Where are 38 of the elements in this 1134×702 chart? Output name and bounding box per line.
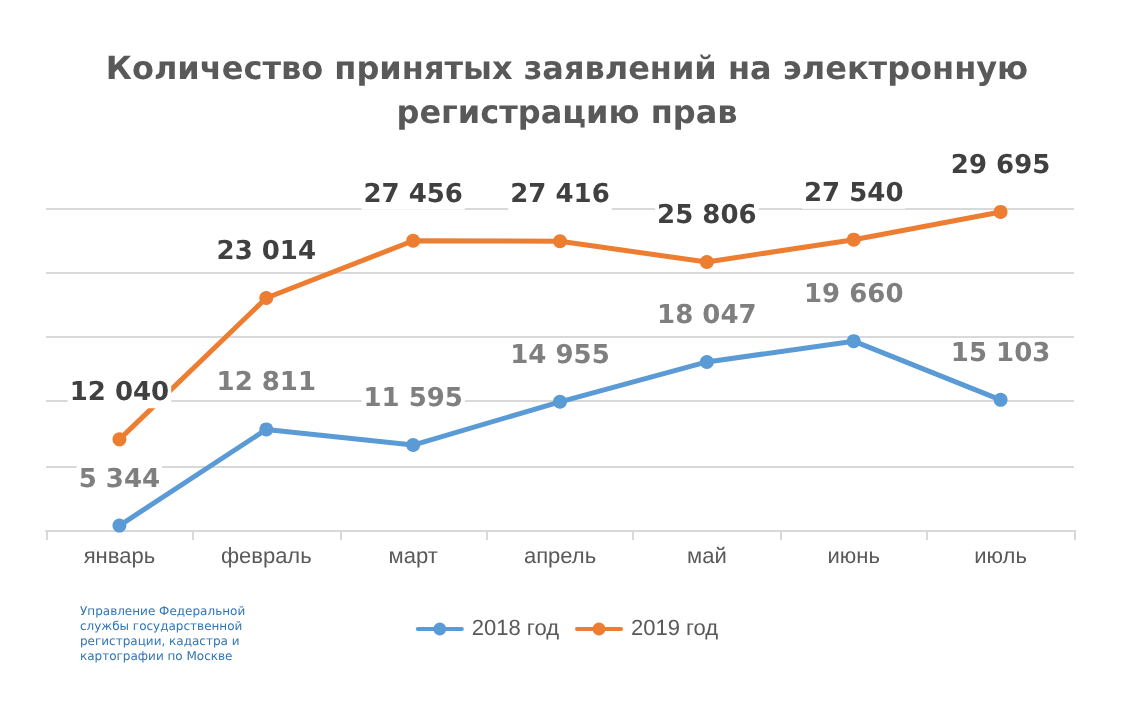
point <box>699 354 714 369</box>
point <box>993 204 1008 219</box>
data-label: 25 806 <box>657 201 757 232</box>
data-label: 23 014 <box>216 236 317 267</box>
x-tick-label: январь <box>83 545 156 569</box>
chart-title: Количество принятых заявлений на электронную регистрацию прав <box>105 49 1029 131</box>
x-tick-label: июль <box>974 545 1028 569</box>
data-label: 27 456 <box>363 179 463 210</box>
point <box>112 518 127 533</box>
point <box>406 233 421 248</box>
point <box>259 422 274 437</box>
data-label: 5 344 <box>78 464 161 495</box>
point <box>112 432 127 447</box>
point <box>699 255 714 270</box>
data-label: 11 595 <box>363 384 463 415</box>
legend-label: 2018 год <box>471 617 561 641</box>
point <box>846 334 861 349</box>
point <box>993 392 1008 407</box>
data-label: 29 695 <box>950 150 1051 181</box>
data-label: 12 811 <box>216 368 317 399</box>
x-tick-label: май <box>687 545 727 569</box>
x-tick-label: июнь <box>827 545 881 569</box>
point <box>846 232 861 247</box>
x-tick-label: апрель <box>523 545 597 569</box>
point <box>553 394 567 409</box>
x-tick-label: март <box>388 545 438 569</box>
data-label: 27 540 <box>803 178 904 209</box>
legend-label: 2019 год <box>631 617 720 641</box>
data-label: 27 416 <box>510 180 610 211</box>
data-label: 19 660 <box>803 280 904 311</box>
point <box>259 290 274 305</box>
x-tick-label: февраль <box>220 545 313 569</box>
point <box>406 438 421 453</box>
data-label: 15 103 <box>950 338 1051 369</box>
data-label: 18 047 <box>657 300 757 331</box>
point <box>553 234 567 249</box>
data-label: 14 955 <box>510 340 610 371</box>
data-label: 12 040 <box>69 378 170 409</box>
